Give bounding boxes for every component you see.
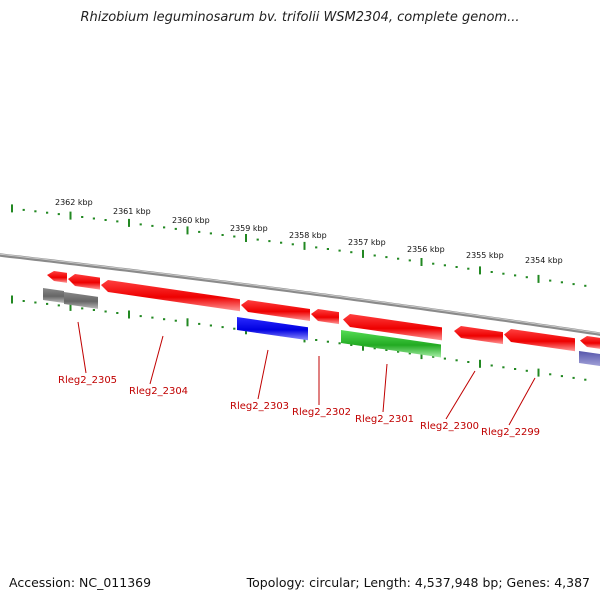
gene-feature[interactable] [43,288,64,303]
genome-summary-text: Topology: circular; Length: 4,537,948 bp… [246,575,590,590]
gene-label[interactable]: Rleg2_2300 [420,421,479,432]
gene-label[interactable]: Rleg2_2302 [292,407,351,418]
gene-feature[interactable] [101,280,240,312]
gene-feature[interactable] [311,309,339,325]
scale-label: 2359 kbp [230,224,268,233]
gene-feature[interactable] [68,274,100,290]
label-leader [149,335,164,385]
gene-label[interactable]: Rleg2_2304 [129,386,188,397]
gene-feature[interactable] [580,336,600,349]
gene-feature[interactable] [341,330,441,358]
genome-backbone-highlight [0,253,600,334]
scale-label: 2362 kbp [55,198,93,207]
label-leader [382,363,388,413]
outer-scale-ticks [11,204,587,287]
map-title: Rhizobium leguminosarum bv. trifolii WSM… [80,10,520,25]
gene-labels: Rleg2_2305 Rleg2_2304 Rleg2_2303Rleg2_2302… [58,375,540,438]
gene-feature[interactable] [237,317,308,341]
accession-text: Accession: NC_011369 [9,575,152,590]
gene-label[interactable]: Rleg2_2299 [481,427,540,438]
gene-label-leaders [77,321,536,426]
scale-label: 2361 kbp [113,207,151,216]
gene-feature[interactable] [579,351,600,366]
gene-label[interactable]: Rleg2_2303 [230,401,289,412]
scale-label: 2360 kbp [172,216,210,225]
gene-feature[interactable] [64,292,98,309]
scale-label: 2357 kbp [348,238,386,247]
genome-backbone [0,253,600,336]
label-leader [77,321,87,374]
gene-feature[interactable] [454,326,503,345]
gene-feature[interactable] [343,314,442,341]
gene-feature[interactable] [241,300,310,321]
scale-labels: 2362 kbp 2361 kbp 2360 kbp 2359 kbp 2358 kbp… [55,198,563,265]
scale-label: 2355 kbp [466,251,504,260]
label-leader [445,370,476,420]
gene-label[interactable]: Rleg2_2305 [58,375,117,386]
label-leader [508,377,536,426]
scale-label: 2356 kbp [407,245,445,254]
label-leader [257,349,269,400]
gene-label[interactable]: Rleg2_2301 [355,414,414,425]
gene-features[interactable] [43,271,600,366]
scale-label: 2358 kbp [289,231,327,240]
gene-feature[interactable] [47,271,67,283]
gene-feature[interactable] [504,329,575,352]
scale-label: 2354 kbp [525,256,563,265]
